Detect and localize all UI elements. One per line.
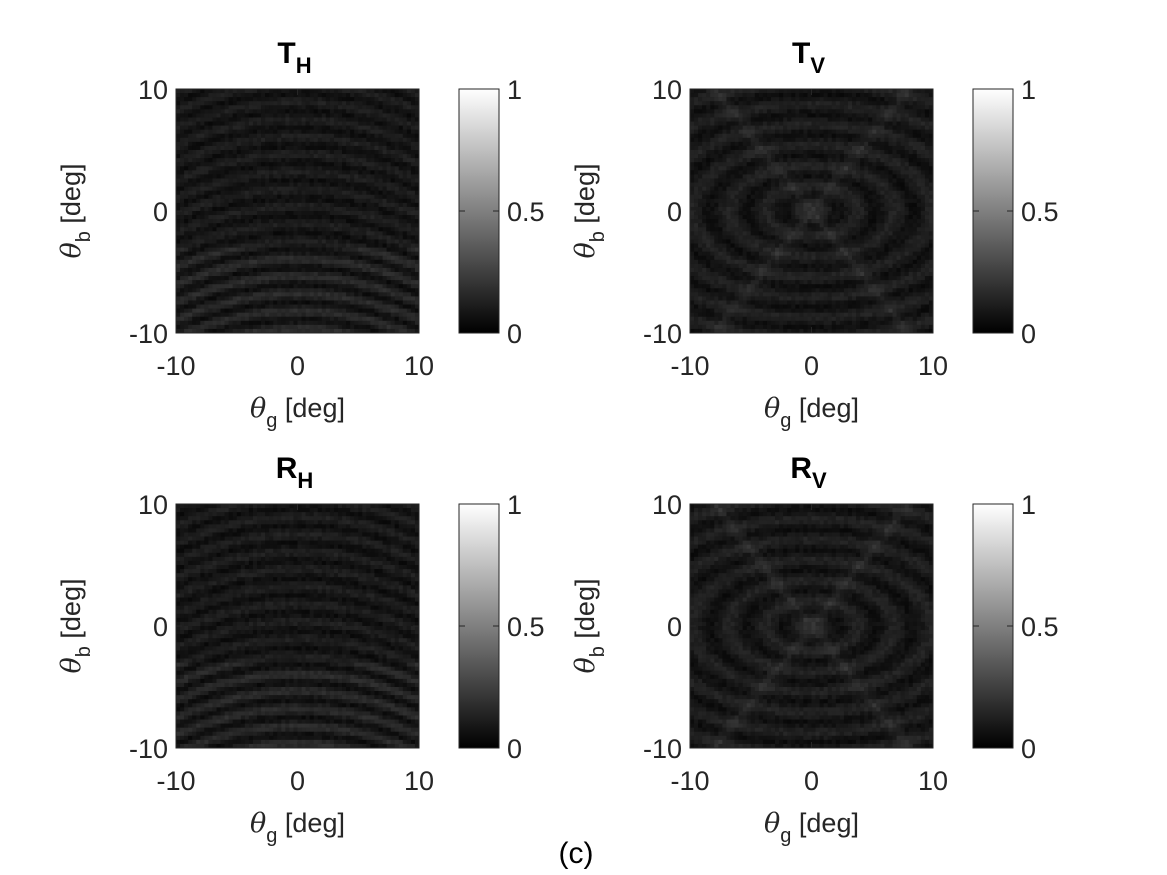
x-tick-label: -10 [156,766,195,796]
y-tick-label: 0 [153,612,168,642]
y-tick-label: -10 [129,319,168,349]
colorbar [458,88,500,334]
x-tick-label: -10 [156,351,195,381]
y-tick-label: 0 [667,612,682,642]
subplot-title: RH [276,452,314,493]
y-tick-label: -10 [129,734,168,764]
heatmap-cells [690,89,933,333]
colorbar-tick-label: 1 [507,490,522,520]
x-tick-label: 0 [290,766,305,796]
y-tick-label: 10 [138,490,168,520]
colorbar-tick-label: 0 [1021,319,1036,349]
subplot-title: TH [277,37,311,78]
x-tick-label: 10 [918,766,948,796]
colorbar-tick-label: 0.5 [507,197,545,227]
colorbar-tick-label: 1 [1021,75,1036,105]
y-tick-label: -10 [643,734,682,764]
x-tick-label: 0 [804,766,819,796]
colorbar-tick-label: 0.5 [1021,197,1059,227]
subplot-title: TV [792,37,825,78]
y-axis-label: θb [deg] [56,164,95,259]
x-tick-label: 10 [918,351,948,381]
x-axis-label: θg [deg] [764,808,859,847]
colorbar-tick-label: 0 [1021,734,1036,764]
subplot-title: RV [790,452,827,493]
figure-label: (c) [559,837,594,870]
colorbar-tick-label: 0 [507,734,522,764]
y-axis-label: θb [deg] [56,579,95,674]
y-tick-label: 10 [652,75,682,105]
x-axis-label: θg [deg] [250,808,345,847]
y-tick-label: -10 [643,319,682,349]
y-tick-label: 0 [153,197,168,227]
x-tick-label: 10 [404,351,434,381]
subplot-4: -10 0 10 -10 0 10 RV θg [deg] θb [deg] 0 0.5 1 [570,452,1059,847]
heatmap-cells [690,504,933,748]
subplot-2: -10 0 10 -10 0 10 TV θg [deg] θb [deg] 0 0.5 1 [570,37,1059,432]
y-axis-label: θb [deg] [570,164,609,259]
x-tick-label: 0 [290,351,305,381]
x-tick-label: 10 [404,766,434,796]
colorbar-tick-label: 1 [507,75,522,105]
y-tick-label: 10 [652,490,682,520]
x-tick-label: -10 [670,351,709,381]
heatmap-cells [176,89,419,333]
x-axis-label: θg [deg] [764,393,859,432]
colorbar-tick-label: 0.5 [1021,612,1059,642]
heatmap-cells [176,504,419,748]
y-tick-label: 10 [138,75,168,105]
y-axis-label: θb [deg] [570,579,609,674]
x-tick-label: 0 [804,351,819,381]
colorbar-tick-label: 1 [1021,490,1036,520]
x-axis-label: θg [deg] [250,393,345,432]
x-tick-label: -10 [670,766,709,796]
colorbar [458,503,500,749]
colorbar-tick-label: 0 [507,319,522,349]
y-tick-label: 0 [667,197,682,227]
colorbar-tick-label: 0.5 [507,612,545,642]
subplot-3: -10 0 10 -10 0 10 RH θg [deg] θb [deg] 0 0.5 1 [56,452,545,847]
subplot-1: -10 0 10 -10 0 10 TH θg [deg] θb [deg] 0 0.5 1 [56,37,545,432]
